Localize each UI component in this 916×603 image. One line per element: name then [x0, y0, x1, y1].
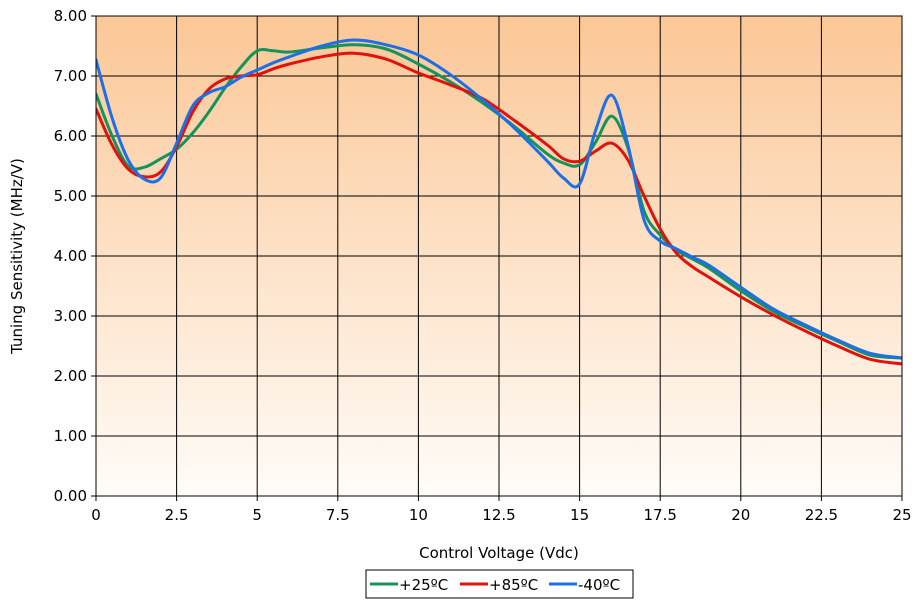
legend-box: [365, 569, 634, 599]
legend: +25ºC +85ºC -40ºC: [365, 569, 634, 599]
x-tick-label: 15: [570, 506, 589, 524]
x-tick-label: 22.5: [805, 506, 838, 524]
y-tick-label: 1.00: [54, 427, 87, 445]
series-line-0: [96, 43, 902, 360]
x-tick-label: 25: [892, 506, 911, 524]
series-line-2: [96, 38, 902, 360]
legend-items: +25ºC +85ºC -40ºC: [370, 576, 620, 594]
x-tick-label: 12.5: [482, 506, 515, 524]
x-tick-label: 0: [91, 506, 101, 524]
x-axis-title: Control Voltage (Vdc): [419, 544, 579, 562]
x-tick-label: 2.5: [165, 506, 189, 524]
y-tick-label: 4.00: [54, 247, 87, 265]
y-tick-label: 3.00: [54, 307, 87, 325]
legend-label-0: +25ºC: [399, 576, 448, 594]
y-tick-label: 7.00: [54, 67, 87, 85]
y-tick-labels: 0.00 1.00 2.00 3.00 4.00 5.00 6.00 7.00 8.00: [54, 7, 96, 505]
legend-label-2: -40ºC: [578, 576, 620, 594]
y-tick-label: 2.00: [54, 367, 87, 385]
x-tick-label: 7.5: [326, 506, 350, 524]
x-tick-label: 17.5: [643, 506, 676, 524]
y-tick-label: 6.00: [54, 127, 87, 145]
x-tick-label: 5: [252, 506, 262, 524]
y-tick-label: 0.00: [54, 487, 87, 505]
x-tick-labels: 0 2.5 5 7.5 10 12.5 15 17.5 20 22.5 25: [91, 496, 912, 524]
x-tick-label: 20: [731, 506, 750, 524]
y-tick-label: 5.00: [54, 187, 87, 205]
y-axis-title: Tuning Sensitivity (MHz/V): [8, 158, 26, 355]
series-layer: [96, 38, 902, 366]
legend-label-1: +85ºC: [489, 576, 538, 594]
y-tick-label: 8.00: [54, 7, 87, 25]
x-tick-label: 10: [409, 506, 428, 524]
